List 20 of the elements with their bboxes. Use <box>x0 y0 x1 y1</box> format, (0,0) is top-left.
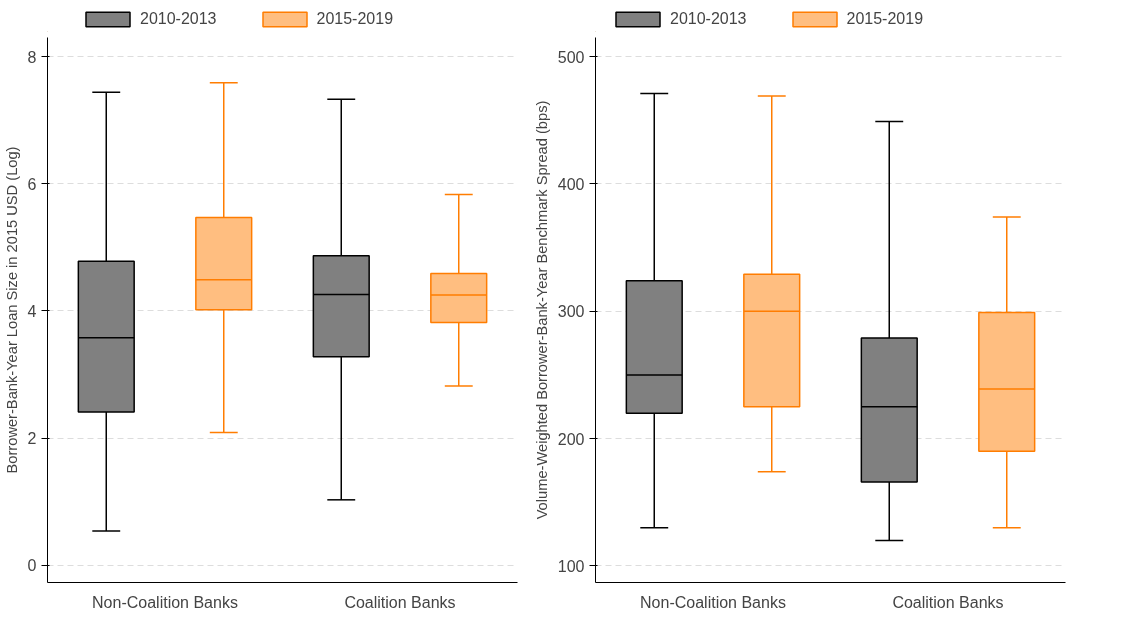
legend-label: 2010-2013 <box>670 10 747 28</box>
legend-label: 2010-2013 <box>140 10 217 28</box>
y-tick-label: 2 <box>27 430 37 448</box>
y-tick-label: 100 <box>557 557 585 575</box>
y-tick-label: 8 <box>27 48 37 66</box>
x-tick-label: Coalition Banks <box>892 593 1004 611</box>
y-tick-label: 6 <box>27 175 37 193</box>
y-tick-label: 300 <box>557 303 585 321</box>
y-tick-label: 400 <box>557 175 585 193</box>
y-axis-title: Borrower-Bank-Year Loan Size in 2015 USD (Log) <box>3 146 20 474</box>
y-tick-label: 500 <box>557 48 585 66</box>
y-axis-title: Volume-Weighted Borrower-Bank-Year Benchmark Spread (bps) <box>533 100 550 520</box>
y-tick-label: 4 <box>27 302 37 320</box>
y-tick-label: 0 <box>27 557 37 575</box>
legend-label: 2015-2019 <box>316 10 394 28</box>
x-tick-label: Non-Coalition Banks <box>92 593 238 611</box>
x-tick-label: Non-Coalition Banks <box>640 593 786 611</box>
legend-label: 2015-2019 <box>846 10 924 28</box>
y-tick-label: 200 <box>557 430 585 448</box>
x-tick-label: Coalition Banks <box>344 593 456 611</box>
